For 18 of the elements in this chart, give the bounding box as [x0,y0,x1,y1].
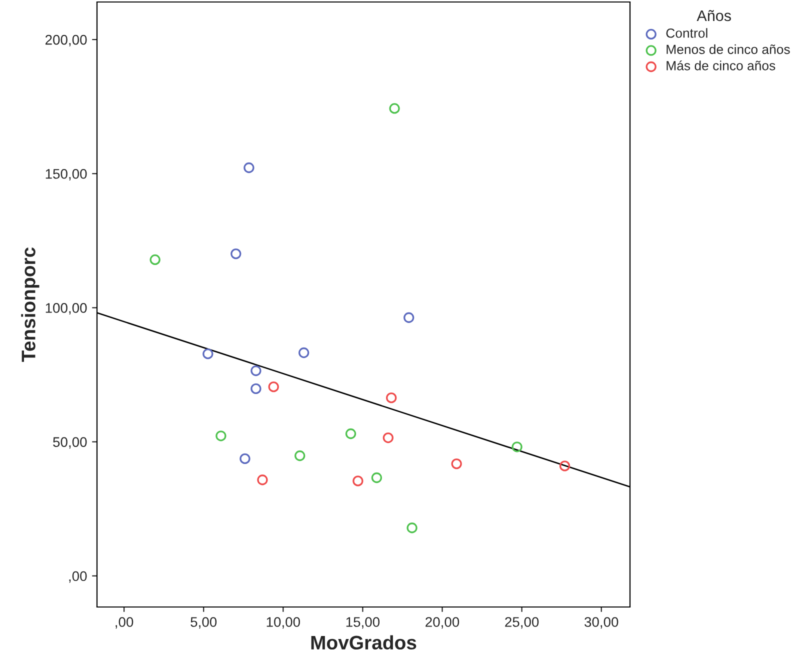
legend-title: Años [696,10,731,22]
y-tick-label: 150,00 [46,168,87,180]
y-tick-label: ,00 [69,571,87,583]
y-tick-label: 200,00 [46,34,87,46]
legend-label: Control [666,28,708,38]
x-tick-label: 5,00 [190,617,217,629]
x-tick-label: 20,00 [426,617,460,629]
y-axis-title: Tensionporc [21,247,40,362]
y-tick-label: 50,00 [53,437,87,449]
x-tick-label: 15,00 [346,617,380,629]
x-tick-label: 10,00 [266,617,300,629]
legend-label: Más de cinco años [666,60,776,70]
x-tick-label: ,00 [116,617,134,629]
x-tick-label: 30,00 [584,617,618,629]
x-tick-label: 25,00 [505,617,539,629]
x-axis-title: MovGrados [311,635,416,650]
y-tick-label: 100,00 [46,303,87,315]
legend-label: Menos de cinco años [666,44,790,54]
